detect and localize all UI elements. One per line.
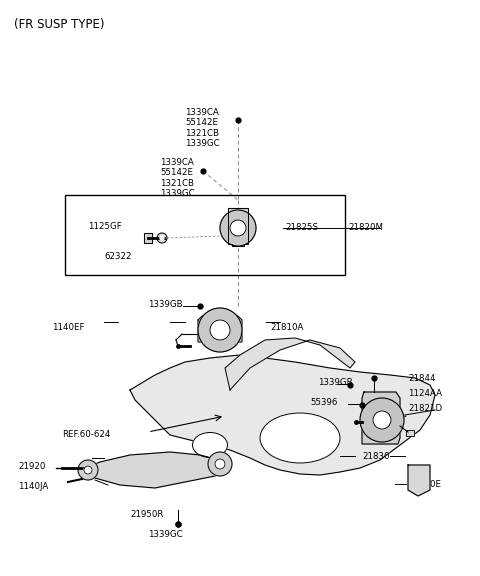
Text: 1125GF: 1125GF xyxy=(88,222,122,231)
Circle shape xyxy=(373,411,391,429)
Polygon shape xyxy=(198,312,242,342)
Bar xyxy=(144,233,152,243)
Text: 21810A: 21810A xyxy=(270,323,303,332)
Text: REF.60-624: REF.60-624 xyxy=(62,430,110,439)
Bar xyxy=(406,430,414,436)
Text: 21880E: 21880E xyxy=(408,480,441,489)
Circle shape xyxy=(78,460,98,480)
Polygon shape xyxy=(408,465,430,496)
Text: 1124AA: 1124AA xyxy=(408,389,442,398)
Text: 21830: 21830 xyxy=(362,452,389,461)
Text: 21844: 21844 xyxy=(408,374,435,383)
Bar xyxy=(406,430,414,436)
Text: 21821D: 21821D xyxy=(408,404,442,413)
Circle shape xyxy=(220,210,256,246)
Circle shape xyxy=(230,220,246,236)
Text: (FR SUSP TYPE): (FR SUSP TYPE) xyxy=(14,18,105,31)
Circle shape xyxy=(84,466,92,474)
Text: 21950R: 21950R xyxy=(130,510,163,519)
Circle shape xyxy=(210,320,230,340)
Polygon shape xyxy=(130,355,435,475)
Text: 21920: 21920 xyxy=(18,462,46,471)
Text: 1140JA: 1140JA xyxy=(18,482,48,491)
Text: 62322: 62322 xyxy=(104,252,132,261)
Polygon shape xyxy=(225,338,355,390)
Circle shape xyxy=(215,459,225,469)
Text: 55396: 55396 xyxy=(310,398,337,407)
Polygon shape xyxy=(82,452,225,488)
Bar xyxy=(65,195,345,275)
Text: 1339CA
55142E
1321CB
1339GC: 1339CA 55142E 1321CB 1339GC xyxy=(185,108,220,148)
Bar xyxy=(144,233,152,243)
Text: 21825S: 21825S xyxy=(285,223,318,233)
Circle shape xyxy=(157,233,167,243)
Circle shape xyxy=(360,398,404,442)
Circle shape xyxy=(208,452,232,476)
Ellipse shape xyxy=(192,433,228,457)
Circle shape xyxy=(160,236,164,240)
Text: 1339GB: 1339GB xyxy=(148,300,182,309)
Text: 21820M: 21820M xyxy=(348,223,383,233)
Text: 1140EF: 1140EF xyxy=(52,323,84,332)
Circle shape xyxy=(198,308,242,352)
Polygon shape xyxy=(228,208,248,246)
Polygon shape xyxy=(362,392,400,444)
Text: 1339CA
55142E
1321CB
1339GC: 1339CA 55142E 1321CB 1339GC xyxy=(160,158,194,198)
Text: 1339GC: 1339GC xyxy=(148,530,182,539)
Text: 1339GB: 1339GB xyxy=(318,378,353,387)
Ellipse shape xyxy=(260,413,340,463)
